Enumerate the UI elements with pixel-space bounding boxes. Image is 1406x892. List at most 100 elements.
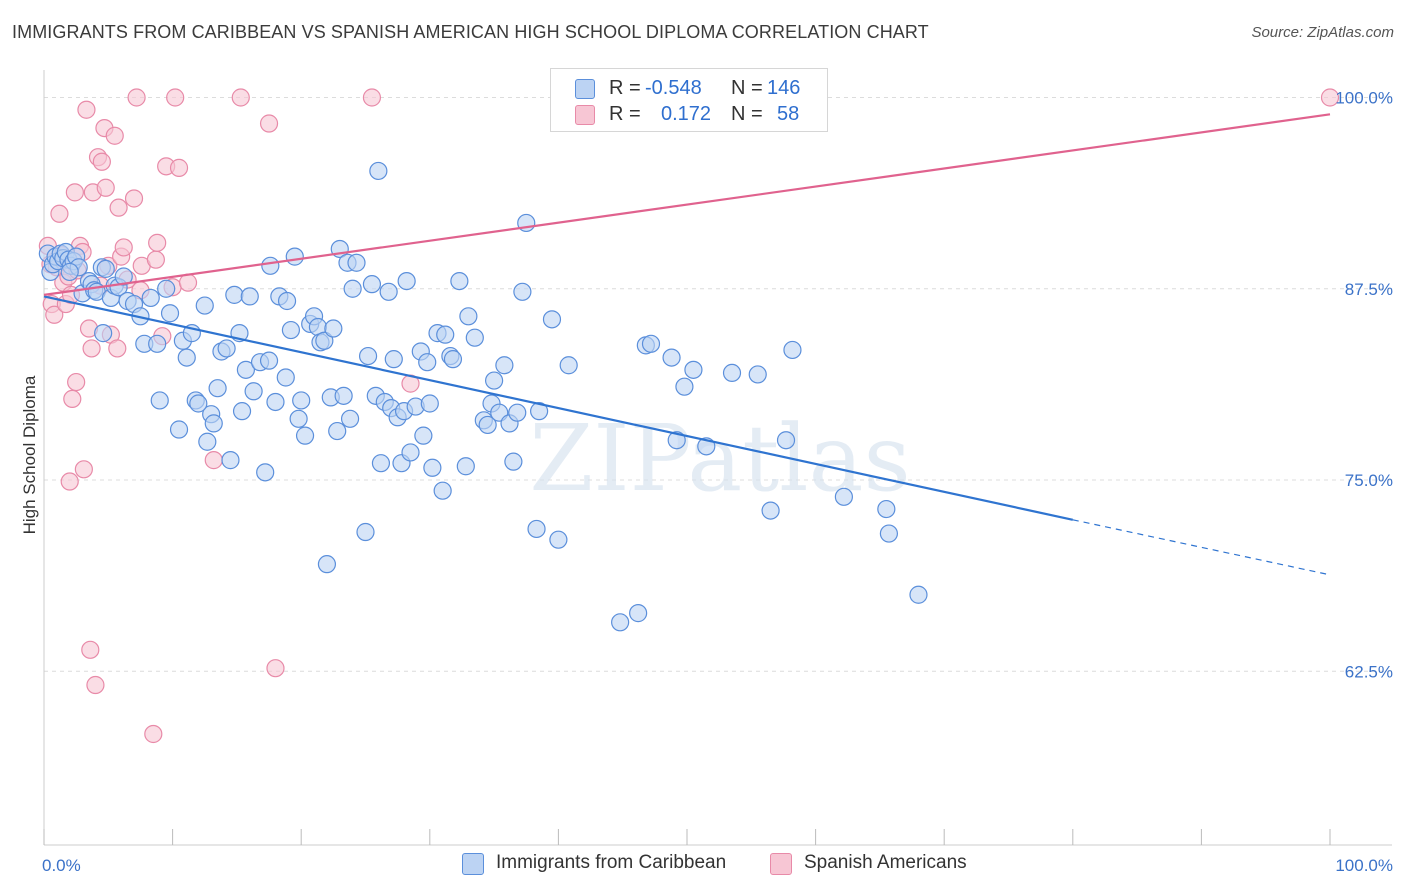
point-immigrants-from-caribbean bbox=[418, 353, 437, 372]
point-immigrants-from-caribbean bbox=[684, 360, 703, 379]
tick-labels: 62.5% 75.0% 87.5% 100.0% 0.0% 100.0% bbox=[42, 89, 1393, 876]
point-immigrants-from-caribbean bbox=[456, 457, 475, 476]
point-immigrants-from-caribbean bbox=[667, 431, 686, 450]
point-spanish-americans bbox=[92, 152, 111, 171]
point-immigrants-from-caribbean bbox=[465, 328, 484, 347]
point-spanish-americans bbox=[109, 198, 128, 217]
point-immigrants-from-caribbean bbox=[177, 348, 196, 367]
point-immigrants-from-caribbean bbox=[761, 501, 780, 520]
point-immigrants-from-caribbean bbox=[317, 555, 337, 574]
point-spanish-americans bbox=[144, 724, 163, 744]
point-spanish-americans bbox=[114, 238, 133, 257]
bottom-legend-swatch-blue bbox=[462, 853, 484, 875]
axes bbox=[43, 70, 1392, 846]
point-immigrants-from-caribbean bbox=[141, 288, 160, 308]
point-immigrants-from-caribbean bbox=[629, 604, 648, 623]
point-immigrants-from-caribbean bbox=[198, 432, 217, 451]
point-spanish-americans bbox=[77, 100, 96, 119]
source-label: Source: ZipAtlas.com bbox=[1251, 24, 1394, 41]
point-immigrants-from-caribbean bbox=[542, 310, 562, 329]
point-immigrants-from-caribbean bbox=[240, 287, 259, 306]
legend-r-value: 0.172 bbox=[661, 103, 712, 125]
point-immigrants-from-caribbean bbox=[384, 350, 403, 369]
point-immigrants-from-caribbean bbox=[369, 161, 388, 181]
point-immigrants-from-caribbean bbox=[675, 377, 694, 396]
point-spanish-americans bbox=[148, 233, 167, 252]
point-immigrants-from-caribbean bbox=[549, 530, 568, 549]
point-spanish-americans bbox=[67, 372, 86, 392]
point-spanish-americans bbox=[81, 640, 100, 659]
point-immigrants-from-caribbean bbox=[157, 279, 176, 298]
point-immigrants-from-caribbean bbox=[783, 340, 802, 360]
point-immigrants-from-caribbean bbox=[334, 386, 353, 405]
trend-line-caribbean bbox=[43, 295, 1074, 521]
bottom-legend-label: Spanish Americans bbox=[804, 852, 967, 873]
bottom-legend-label: Immigrants from Caribbean bbox=[496, 852, 727, 873]
point-spanish-americans bbox=[86, 675, 105, 695]
point-immigrants-from-caribbean bbox=[236, 360, 256, 379]
point-immigrants-from-caribbean bbox=[879, 524, 899, 543]
point-immigrants-from-caribbean bbox=[160, 304, 180, 323]
point-immigrants-from-caribbean bbox=[94, 324, 113, 343]
point-immigrants-from-caribbean bbox=[443, 350, 463, 369]
legend-n-label: N = bbox=[731, 77, 763, 99]
point-immigrants-from-caribbean bbox=[559, 356, 578, 375]
point-spanish-americans bbox=[178, 273, 198, 292]
point-immigrants-from-caribbean bbox=[397, 272, 416, 291]
point-immigrants-from-caribbean bbox=[776, 431, 796, 450]
point-spanish-americans bbox=[169, 158, 189, 177]
chart-title: IMMIGRANTS FROM CARIBBEAN VS SPANISH AME… bbox=[12, 22, 929, 42]
point-immigrants-from-caribbean bbox=[60, 262, 79, 282]
point-spanish-americans bbox=[105, 126, 124, 145]
point-spanish-americans bbox=[204, 451, 223, 470]
point-immigrants-from-caribbean bbox=[281, 320, 301, 340]
point-spanish-americans bbox=[74, 460, 93, 479]
point-immigrants-from-caribbean bbox=[401, 443, 420, 462]
point-immigrants-from-caribbean bbox=[148, 334, 167, 353]
trend-line-caribbean-extension bbox=[1072, 519, 1331, 576]
point-immigrants-from-caribbean bbox=[371, 454, 391, 473]
point-immigrants-from-caribbean bbox=[169, 420, 189, 439]
y-axis-label: High School Diploma bbox=[20, 375, 39, 534]
point-immigrants-from-caribbean bbox=[232, 402, 252, 421]
point-immigrants-from-caribbean bbox=[877, 499, 896, 519]
point-immigrants-from-caribbean bbox=[495, 356, 514, 375]
point-immigrants-from-caribbean bbox=[114, 267, 133, 286]
legend-n-label: N = bbox=[731, 103, 763, 125]
point-spanish-americans bbox=[362, 88, 382, 107]
point-immigrants-from-caribbean bbox=[436, 325, 455, 344]
point-immigrants-from-caribbean bbox=[292, 391, 311, 410]
x-tick-label: 100.0% bbox=[1335, 856, 1393, 875]
point-immigrants-from-caribbean bbox=[189, 394, 208, 413]
point-immigrants-from-caribbean bbox=[722, 363, 742, 382]
point-spanish-americans bbox=[60, 472, 79, 491]
point-spanish-americans bbox=[266, 659, 285, 678]
point-immigrants-from-caribbean bbox=[277, 291, 297, 311]
point-spanish-americans bbox=[50, 204, 69, 223]
point-spanish-americans bbox=[1320, 88, 1340, 107]
point-immigrants-from-caribbean bbox=[340, 409, 360, 428]
point-spanish-americans bbox=[65, 183, 84, 202]
point-immigrants-from-caribbean bbox=[834, 487, 853, 506]
point-spanish-americans bbox=[127, 88, 146, 107]
point-immigrants-from-caribbean bbox=[662, 348, 681, 367]
point-immigrants-from-caribbean bbox=[530, 402, 549, 421]
gridlines bbox=[44, 97, 1392, 672]
trend-lines bbox=[43, 113, 1331, 576]
legend-n-value: 58 bbox=[777, 103, 800, 125]
point-immigrants-from-caribbean bbox=[347, 253, 366, 272]
point-immigrants-from-caribbean bbox=[256, 463, 275, 482]
point-immigrants-from-caribbean bbox=[611, 613, 630, 632]
point-immigrants-from-caribbean bbox=[276, 368, 295, 387]
x-tick-label: 0.0% bbox=[42, 856, 81, 875]
point-immigrants-from-caribbean bbox=[379, 282, 398, 301]
point-immigrants-from-caribbean bbox=[504, 452, 523, 471]
point-immigrants-from-caribbean bbox=[328, 421, 347, 441]
point-immigrants-from-caribbean bbox=[225, 285, 244, 304]
point-spanish-americans bbox=[231, 88, 250, 107]
point-immigrants-from-caribbean bbox=[204, 414, 223, 433]
bottom-legend-swatch-pink bbox=[770, 853, 792, 875]
correlation-legend: R = -0.548 N = 146 R = 0.172 N = 58 bbox=[550, 68, 828, 132]
point-immigrants-from-caribbean bbox=[356, 522, 375, 542]
